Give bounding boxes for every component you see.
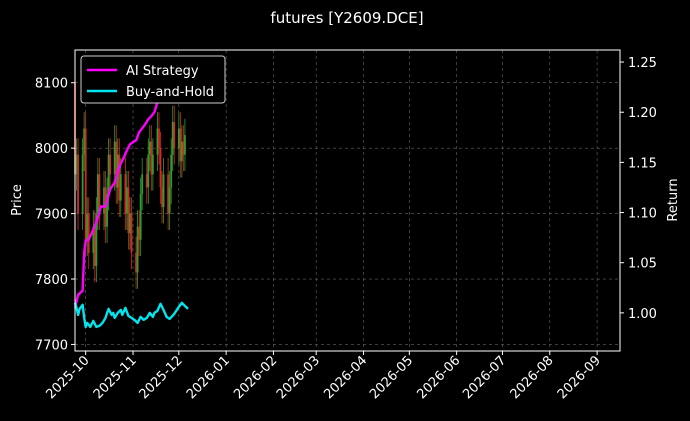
candle-body (184, 135, 186, 155)
candle-body (138, 226, 141, 240)
candle-body (84, 128, 87, 240)
y-left-tick-label: 7800 (35, 273, 68, 288)
candle-body (171, 121, 174, 155)
y-left-tick-label: 7700 (35, 338, 68, 353)
legend-label-ai-strategy: AI Strategy (126, 64, 199, 79)
candle-body (159, 148, 162, 188)
y-left-tick-label: 8000 (35, 142, 68, 157)
candle-body (127, 187, 130, 234)
candle-body (135, 252, 137, 273)
candle-body (81, 154, 84, 214)
y-right-tick-label: 1.25 (628, 56, 657, 71)
y-axis-right: 1.00 1.05 1.10 1.15 1.20 1.25 (620, 56, 657, 322)
candle-body (83, 128, 86, 155)
candle-body (147, 154, 150, 188)
series-line-buy-and-hold (73, 301, 189, 329)
y-axis-right-label: Return (666, 178, 681, 221)
candle-body (86, 213, 89, 240)
candle-body (173, 121, 176, 149)
candle-body (150, 141, 153, 175)
candle-body (182, 141, 185, 155)
candle-body (126, 187, 128, 214)
series-line-ai-strategy (73, 90, 167, 309)
candle-body (179, 128, 182, 162)
candle-body (167, 174, 170, 214)
y-right-tick-label: 1.15 (628, 156, 657, 171)
candle-body (129, 213, 131, 234)
candle-body (148, 141, 151, 155)
candle-body (77, 154, 79, 214)
legend: AI Strategy Buy-and-Hold (80, 55, 226, 104)
candle-body (75, 154, 78, 175)
candle-body (158, 128, 160, 149)
series-lines (73, 90, 189, 329)
candle-body (136, 226, 139, 273)
candle-body (177, 128, 180, 149)
candle-body (145, 174, 148, 188)
candle-body (95, 213, 98, 266)
legend-label-buy-and-hold: Buy-and-Hold (126, 85, 214, 100)
candle-body (139, 193, 142, 240)
candles (74, 66, 186, 289)
candle-body (141, 174, 144, 194)
candle-body (162, 174, 165, 208)
candle-body (92, 226, 95, 253)
candle-body (106, 193, 108, 227)
candle-body (107, 154, 110, 194)
candle-body (180, 141, 183, 162)
y-right-tick-label: 1.20 (628, 106, 657, 121)
candle-body (119, 174, 122, 201)
y-axis-left: 7700 7800 7900 8000 8100 (35, 77, 75, 353)
chart-title: futures [Y2609.DCE] (270, 9, 423, 27)
candle-body (109, 154, 112, 175)
candle-body (93, 226, 96, 266)
y-right-tick-label: 1.05 (628, 257, 657, 272)
plot-frame (74, 49, 621, 352)
candle-body (118, 154, 121, 201)
candle-body (115, 141, 118, 188)
y-left-tick-label: 7900 (35, 208, 68, 223)
candle-body (96, 174, 99, 214)
y-right-tick-label: 1.10 (628, 207, 657, 222)
candle-body (161, 187, 163, 208)
candle-body (98, 174, 101, 214)
candle-body (130, 213, 133, 253)
y-left-tick-label: 8100 (35, 77, 68, 92)
candle-body (124, 174, 127, 214)
candle-body (170, 154, 173, 188)
candle-body (87, 213, 90, 253)
candle-body (103, 187, 105, 214)
y-right-tick-label: 1.00 (628, 307, 657, 322)
candle-body (151, 154, 154, 175)
y-axis-left-label: Price (10, 184, 25, 216)
candle-body (156, 128, 159, 155)
candle-body (113, 141, 116, 175)
candle-body (168, 187, 171, 214)
